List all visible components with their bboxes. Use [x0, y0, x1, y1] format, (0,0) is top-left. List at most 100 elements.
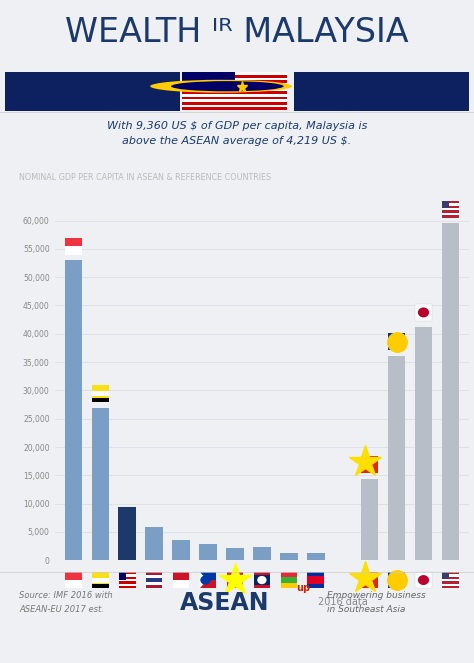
Bar — [65, 246, 82, 255]
Bar — [442, 204, 459, 206]
Bar — [64, 261, 82, 560]
Bar — [119, 586, 136, 588]
Bar — [361, 479, 378, 560]
Bar — [308, 576, 324, 584]
Text: NOMINAL GDP PER CAPITA IN ASEAN & REFERENCE COUNTRIES: NOMINAL GDP PER CAPITA IN ASEAN & REFERE… — [18, 173, 271, 182]
Bar — [182, 99, 287, 102]
Bar — [442, 572, 449, 579]
Text: ASEAN: ASEAN — [180, 591, 270, 615]
Bar — [442, 206, 459, 208]
Bar — [442, 201, 459, 204]
Bar — [254, 572, 270, 588]
Bar — [119, 572, 136, 574]
Bar — [442, 210, 459, 213]
Bar — [388, 333, 405, 350]
Bar — [361, 456, 378, 473]
Bar — [65, 238, 82, 246]
Bar — [227, 572, 243, 588]
Bar — [65, 572, 82, 580]
Circle shape — [150, 80, 292, 93]
Bar — [281, 577, 297, 583]
Bar — [92, 572, 109, 588]
Bar — [173, 572, 190, 580]
Text: Empowering business
in Southeast Asia: Empowering business in Southeast Asia — [327, 591, 426, 613]
Bar — [442, 213, 459, 215]
Bar — [182, 107, 287, 110]
Bar — [200, 580, 216, 588]
Circle shape — [257, 576, 266, 584]
Bar — [146, 581, 163, 585]
Bar — [119, 574, 136, 577]
Bar — [182, 102, 287, 105]
Bar — [182, 72, 235, 91]
Bar — [442, 223, 459, 560]
Bar — [415, 327, 432, 560]
Bar — [281, 572, 297, 577]
Bar — [182, 94, 287, 97]
Bar — [442, 215, 459, 217]
Bar — [92, 391, 109, 396]
Bar — [442, 572, 459, 574]
Bar — [200, 572, 216, 580]
Bar — [442, 574, 459, 577]
Bar — [182, 105, 287, 107]
Bar — [361, 572, 378, 588]
Bar — [442, 577, 459, 579]
Bar — [173, 540, 190, 560]
Bar — [119, 572, 127, 580]
Bar — [146, 575, 163, 578]
Bar — [254, 575, 270, 585]
Bar — [442, 581, 459, 583]
Bar — [182, 72, 287, 75]
Circle shape — [171, 81, 283, 91]
Bar — [119, 581, 136, 583]
Bar — [415, 572, 432, 588]
Bar — [182, 88, 287, 91]
Circle shape — [418, 308, 429, 318]
Bar — [182, 86, 287, 88]
Text: 2016 data: 2016 data — [318, 597, 367, 607]
Bar — [388, 572, 405, 588]
Bar — [118, 507, 136, 560]
Bar — [182, 78, 287, 80]
Bar — [442, 583, 459, 586]
Bar — [308, 572, 324, 588]
Bar — [281, 583, 297, 588]
Bar — [5, 72, 180, 111]
Bar — [119, 583, 136, 586]
Bar — [415, 304, 432, 321]
Bar — [146, 585, 163, 588]
Bar — [307, 553, 325, 560]
Bar — [442, 208, 459, 210]
Bar — [119, 577, 136, 579]
Polygon shape — [200, 572, 207, 588]
Bar — [280, 554, 298, 560]
Bar — [92, 398, 109, 402]
Bar — [182, 83, 287, 86]
Bar — [182, 97, 287, 99]
Bar — [182, 75, 287, 78]
Bar — [199, 544, 217, 560]
Bar — [226, 548, 244, 560]
Circle shape — [201, 575, 211, 585]
Text: up: up — [296, 583, 310, 593]
Bar — [92, 584, 109, 588]
Bar — [442, 586, 459, 588]
Bar — [253, 547, 271, 560]
Circle shape — [418, 575, 429, 585]
Bar — [182, 80, 287, 83]
Text: Source: IMF 2016 with
ASEAN-EU 2017 est.: Source: IMF 2016 with ASEAN-EU 2017 est. — [19, 591, 113, 613]
Bar — [294, 72, 469, 111]
Bar — [65, 580, 82, 588]
Bar — [92, 577, 109, 583]
Bar — [146, 578, 163, 581]
Bar — [442, 579, 459, 581]
Bar — [119, 579, 136, 581]
Bar — [146, 572, 163, 575]
Bar — [173, 580, 190, 588]
Bar — [388, 356, 405, 560]
Bar — [146, 527, 163, 560]
Text: With 9,360 US $ of GDP per capita, Malaysia is
above the ASEAN average of 4,219 : With 9,360 US $ of GDP per capita, Malay… — [107, 121, 367, 147]
Bar — [91, 408, 109, 560]
Bar — [182, 91, 287, 94]
